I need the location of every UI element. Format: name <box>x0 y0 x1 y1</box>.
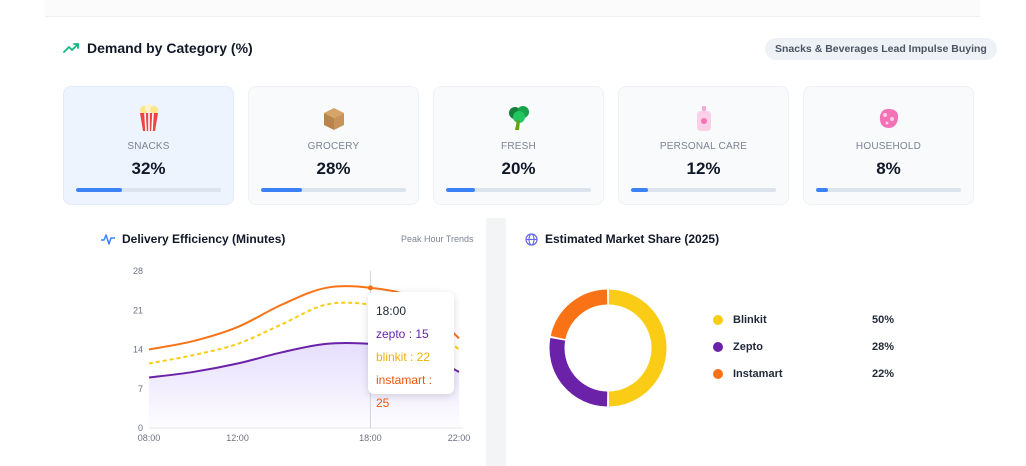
category-value: 12% <box>686 159 721 178</box>
category-value: 20% <box>501 159 536 178</box>
y-tick-label: 14 <box>133 345 143 355</box>
y-tick-label: 7 <box>138 384 143 394</box>
series-point-instamart <box>367 285 373 291</box>
category-card-grocery[interactable]: GROCERY 28% <box>248 86 419 205</box>
category-progress-track <box>631 188 776 192</box>
demand-card: Demand by Category (%) Snacks & Beverage… <box>45 22 997 217</box>
category-progress-fill <box>631 188 649 192</box>
legend-value: 50% <box>872 314 895 326</box>
category-card-personal-care[interactable]: PERSONAL CARE 12% <box>618 86 789 205</box>
legend-value: 28% <box>872 341 895 353</box>
tooltip-zepto: zepto : 15 <box>376 327 429 341</box>
category-progress-fill <box>446 188 475 192</box>
category-card-snacks[interactable]: SNACKS 32% <box>63 86 234 205</box>
tooltip-blinkit: blinkit : 22 <box>376 350 431 364</box>
x-tick-label: 18:00 <box>359 433 382 443</box>
category-progress-track <box>816 188 961 192</box>
top-strip <box>45 0 980 17</box>
category-label: HOUSEHOLD <box>855 141 922 152</box>
trend-up-icon <box>63 43 79 53</box>
category-progress-fill <box>76 188 123 192</box>
tooltip-time: 18:00 <box>376 304 407 318</box>
category-progress-track <box>261 188 406 192</box>
legend-dot <box>713 369 723 379</box>
market-title: Estimated Market Share (2025) <box>545 232 720 246</box>
category-progress-fill <box>816 188 828 192</box>
sponge-icon <box>879 108 898 128</box>
tooltip-instamart: instamart : 25 <box>376 373 433 410</box>
demand-title: Demand by Category (%) <box>87 40 253 56</box>
category-label: FRESH <box>501 141 536 152</box>
y-tick-label: 0 <box>138 423 143 433</box>
x-tick-label: 08:00 <box>138 433 161 443</box>
broccoli-icon <box>508 106 529 130</box>
legend-item-blinkit[interactable]: Blinkit 50% <box>713 311 903 338</box>
category-progress-track <box>446 188 591 192</box>
category-label: SNACKS <box>127 141 170 152</box>
globe-icon <box>525 232 538 246</box>
x-tick-label: 12:00 <box>226 433 249 443</box>
box-icon <box>323 108 344 130</box>
pulse-icon <box>101 234 115 245</box>
insight-badge: Snacks & Beverages Lead Impulse Buying <box>765 38 997 60</box>
category-progress-track <box>76 188 221 192</box>
legend-name: Blinkit <box>733 314 767 326</box>
category-card-household[interactable]: HOUSEHOLD 8% <box>803 86 974 205</box>
legend-dot <box>713 315 723 325</box>
legend-name: Instamart <box>733 368 783 380</box>
chart-tooltip: 18:00 zepto : 15 blinkit : 22 instamart … <box>368 292 454 410</box>
category-value: 8% <box>876 159 901 178</box>
category-value: 28% <box>316 159 351 178</box>
popcorn-icon <box>139 104 158 132</box>
lotion-bottle-icon <box>696 106 711 131</box>
category-value: 32% <box>131 159 166 178</box>
category-progress-fill <box>261 188 302 192</box>
demand-title-row: Demand by Category (%) <box>63 40 253 56</box>
legend-item-instamart[interactable]: Instamart 22% <box>713 365 903 392</box>
delivery-title: Delivery Efficiency (Minutes) <box>122 232 286 246</box>
market-legend: Blinkit 50% Zepto 28% Instamart 22% <box>713 311 903 392</box>
category-label: PERSONAL CARE <box>659 141 748 152</box>
legend-dot <box>713 342 723 352</box>
y-tick-label: 28 <box>133 266 143 276</box>
legend-name: Zepto <box>733 341 763 353</box>
category-list: SNACKS 32% GROCERY 28% FRESH <box>63 86 974 205</box>
panel-divider <box>486 218 506 466</box>
peak-hour-label: Peak Hour Trends <box>401 234 474 244</box>
market-title-row: Estimated Market Share (2025) <box>525 232 719 246</box>
legend-value: 22% <box>872 368 895 380</box>
delivery-title-row: Delivery Efficiency (Minutes) <box>101 232 285 246</box>
legend-item-zepto[interactable]: Zepto 28% <box>713 338 903 365</box>
category-label: GROCERY <box>307 141 360 152</box>
x-tick-label: 22:00 <box>448 433 471 443</box>
category-card-fresh[interactable]: FRESH 20% <box>433 86 604 205</box>
y-tick-label: 21 <box>133 305 143 315</box>
